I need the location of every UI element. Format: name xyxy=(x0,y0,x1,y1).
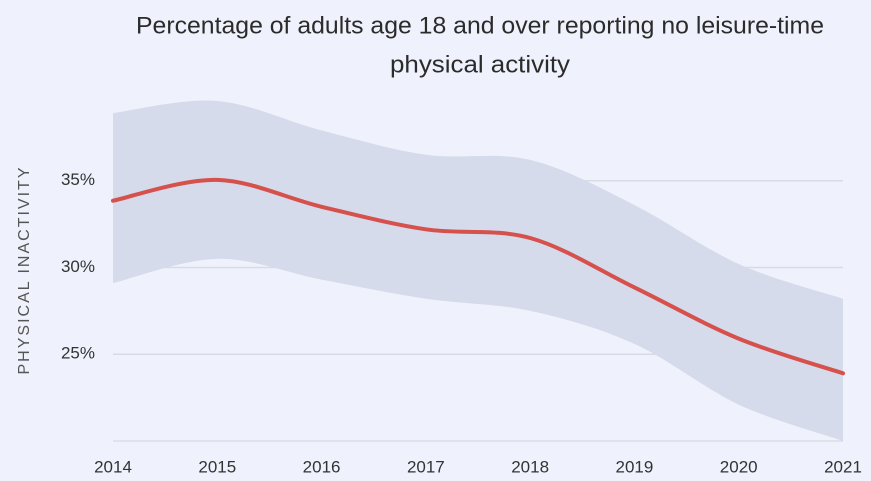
x-tick-label: 2017 xyxy=(407,457,445,476)
confidence-band xyxy=(113,100,843,441)
x-tick-label: 2021 xyxy=(824,457,862,476)
x-tick-label: 2018 xyxy=(511,457,549,476)
chart-title: physical activity xyxy=(390,51,570,78)
chart-title: Percentage of adults age 18 and over rep… xyxy=(136,12,824,39)
x-tick-label: 2014 xyxy=(94,457,132,476)
y-tick-label: 30% xyxy=(61,257,95,276)
x-tick-label: 2016 xyxy=(303,457,341,476)
y-axis-label: PHYSICAL INACTIVITY xyxy=(16,166,33,375)
y-tick-label: 25% xyxy=(61,344,95,363)
y-tick-label: 35% xyxy=(61,170,95,189)
line xyxy=(111,177,845,376)
x-tick-label: 2020 xyxy=(720,457,758,476)
x-tick-label: 2019 xyxy=(616,457,654,476)
x-tick-label: 2015 xyxy=(198,457,236,476)
